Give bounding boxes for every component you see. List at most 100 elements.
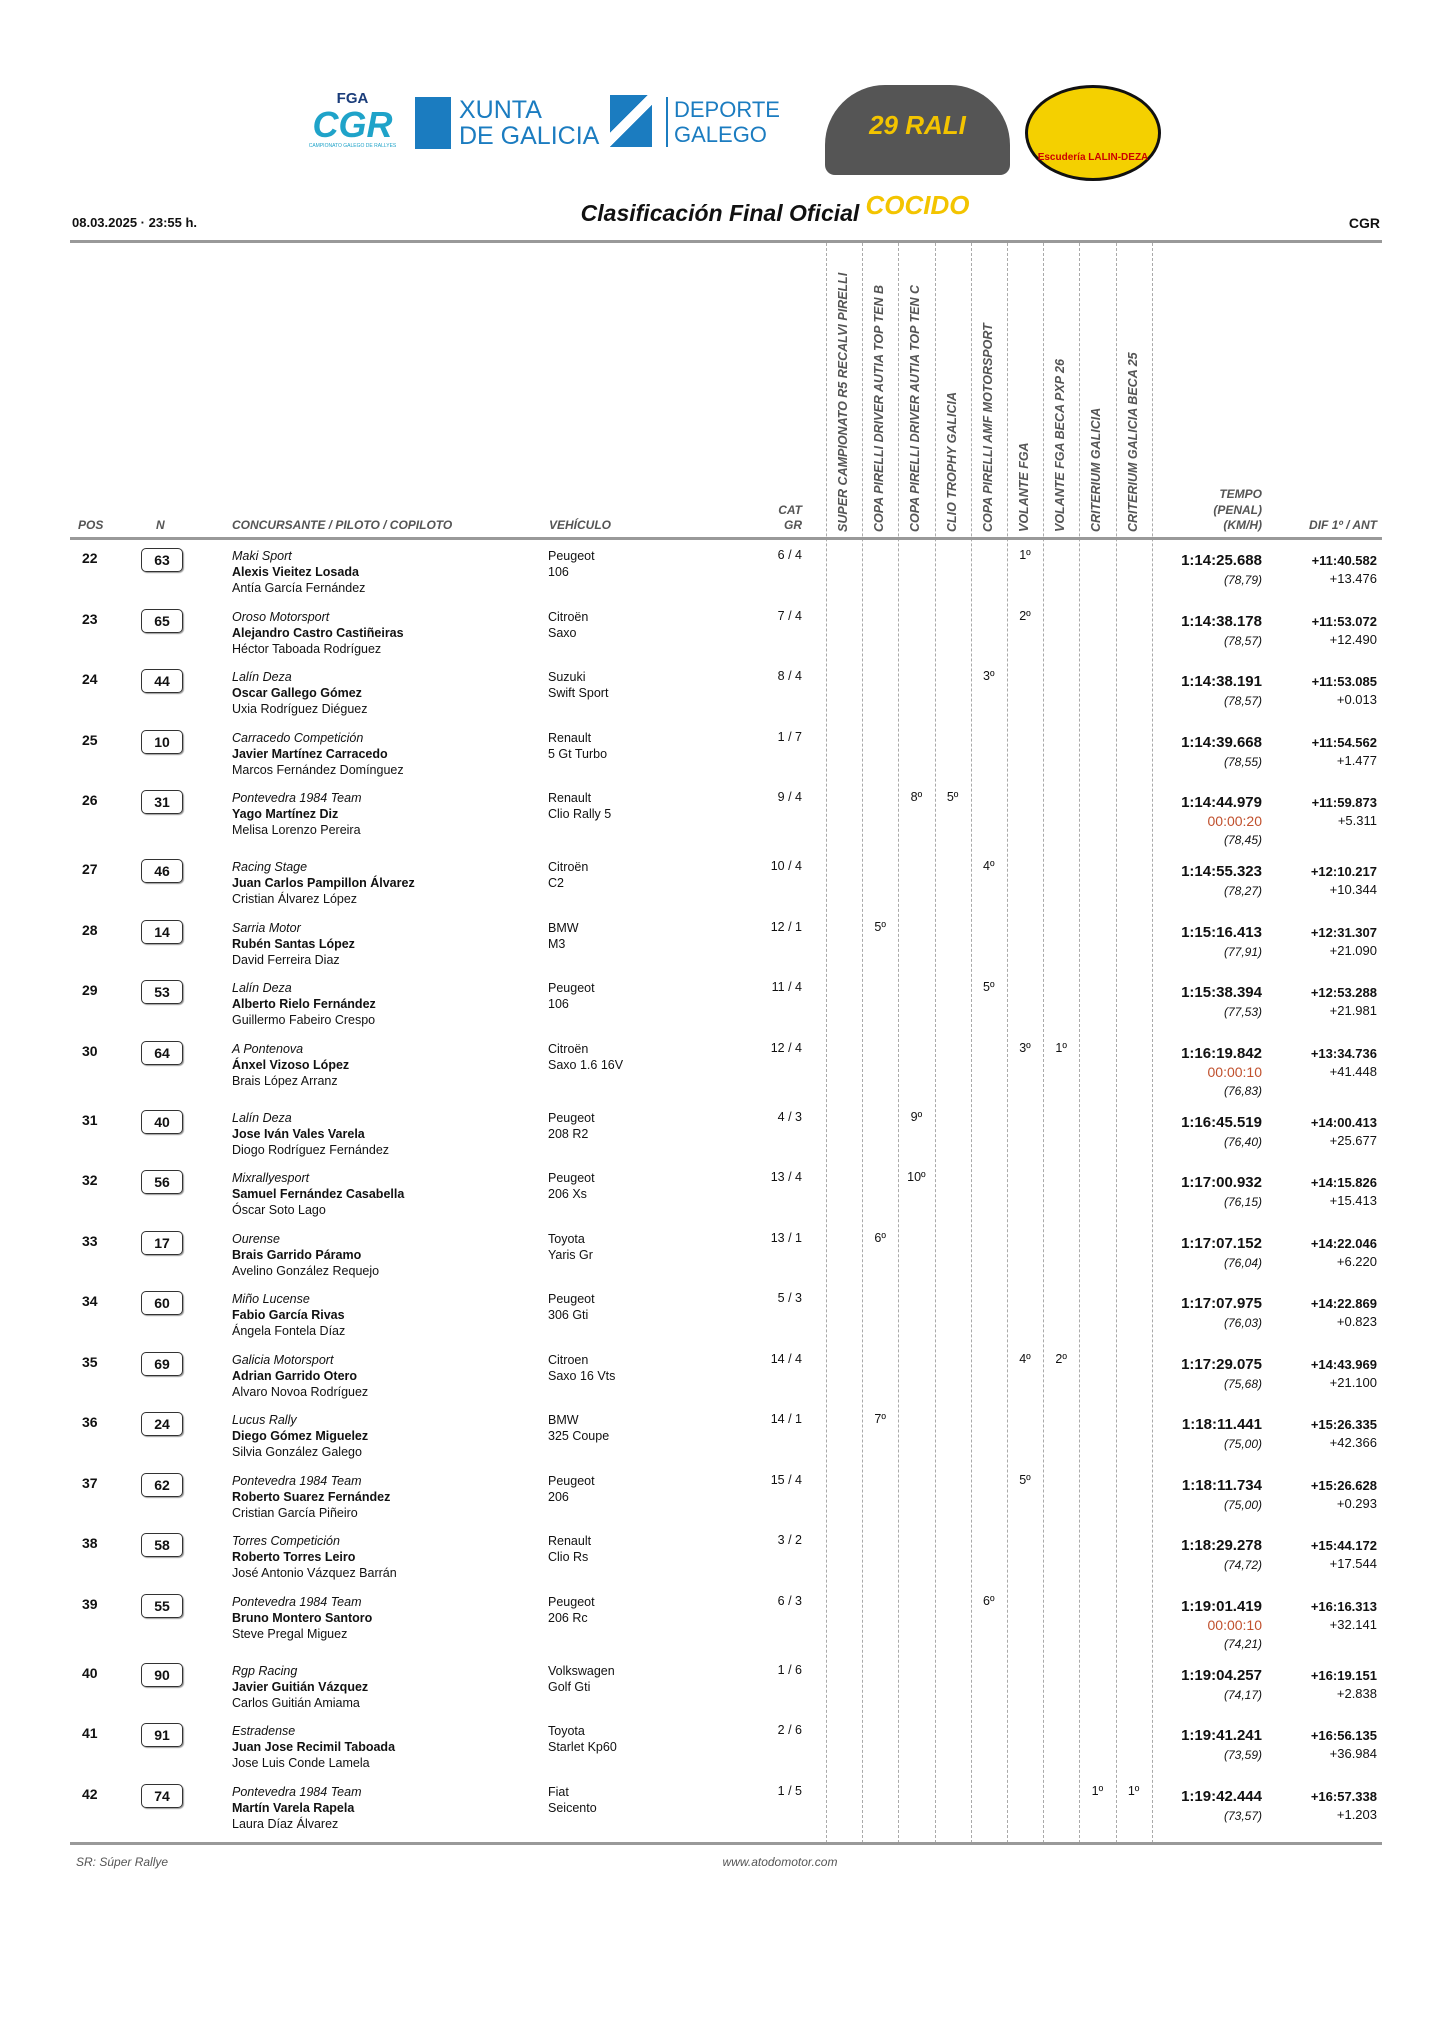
class-group: 3 / 2 xyxy=(777,1533,802,1547)
codriver-name: Laura Díaz Álvarez xyxy=(232,1816,339,1831)
gap-to-first: +16:57.338 xyxy=(1310,1788,1377,1804)
footer-site[interactable]: www.atodomotor.com xyxy=(722,1855,838,1869)
car-number-badge: 64 xyxy=(141,1040,183,1065)
col-cup-1: COPA PIRELLI DRIVER AUTIA TOP TEN B xyxy=(862,250,898,532)
class-group: 1 / 7 xyxy=(777,729,802,744)
average-speed: (77,53) xyxy=(1223,1005,1262,1019)
car-number-badge: 90 xyxy=(141,1662,183,1687)
cup-column-divider xyxy=(1151,243,1153,1843)
vehicle-model: Saxo xyxy=(548,625,577,640)
driver-name: Bruno Montero Santoro xyxy=(232,1610,373,1625)
position: 27 xyxy=(82,861,98,877)
total-time: 1:19:01.419 xyxy=(1181,1597,1262,1615)
cup-position: 8º xyxy=(910,790,923,804)
driver-name: Juan Carlos Pampillon Álvarez xyxy=(232,876,415,890)
col-gr: GR xyxy=(784,518,802,532)
cup-position: 2º xyxy=(1055,1351,1067,1366)
col-penal: (PENAL) xyxy=(1213,503,1262,517)
team-name: Lucus Rally xyxy=(232,1413,297,1427)
driver-name: Javier Guitián Vázquez xyxy=(232,1679,369,1694)
vehicle-make: Peugeot xyxy=(548,1473,595,1488)
total-time: 1:14:38.191 xyxy=(1181,673,1262,690)
vehicle-model: Clio Rs xyxy=(548,1550,589,1564)
total-time: 1:15:16.413 xyxy=(1181,923,1262,941)
position: 40 xyxy=(82,1664,98,1681)
cup-column-divider xyxy=(898,243,900,1843)
vehicle-model: 106 xyxy=(548,997,569,1011)
class-group: 6 / 3 xyxy=(777,1593,802,1608)
driver-name: Fabio García Rivas xyxy=(232,1308,345,1322)
xunta-logo-text: XUNTA DE GALICIA xyxy=(459,96,600,150)
driver-name: Adrian Garrido Otero xyxy=(232,1368,358,1383)
gap-to-first: +14:22.046 xyxy=(1310,1235,1377,1251)
class-group: 14 / 4 xyxy=(770,1351,802,1366)
position: 32 xyxy=(82,1172,98,1188)
total-time: 1:18:11.734 xyxy=(1181,1476,1262,1494)
team-name: Pontevedra 1984 Team xyxy=(232,1473,362,1488)
gap-to-first: +14:22.869 xyxy=(1310,1296,1377,1311)
average-speed: (75,00) xyxy=(1223,1437,1262,1451)
total-time: 1:19:42.444 xyxy=(1181,1787,1262,1805)
gap-to-previous: +32.141 xyxy=(1329,1616,1377,1632)
position: 34 xyxy=(82,1293,98,1309)
gap-to-first: +11:54.562 xyxy=(1311,734,1377,750)
cup-position: 10º xyxy=(907,1170,926,1184)
car-number-badge: 10 xyxy=(141,729,183,754)
team-name: A Pontenova xyxy=(232,1041,304,1056)
cup-position: 6º xyxy=(983,1593,995,1608)
driver-name: Roberto Suarez Fernández xyxy=(232,1489,391,1504)
position: 25 xyxy=(82,731,98,748)
gap-to-first: +12:31.307 xyxy=(1310,924,1377,940)
driver-name: Alexis Vieitez Losada xyxy=(232,565,359,579)
vehicle-model: C2 xyxy=(548,876,564,890)
team-name: Lalín Deza xyxy=(232,981,292,995)
total-time: 1:14:44.979 xyxy=(1181,794,1262,811)
gap-to-previous: +42.366 xyxy=(1329,1435,1377,1450)
cup-position: 4º xyxy=(983,859,995,873)
cup-position: 1º xyxy=(1055,1040,1067,1055)
cup-header-label: VOLANTE FGA BECA PXP 26 xyxy=(1053,359,1068,532)
cup-position: 3º xyxy=(1019,1040,1031,1055)
gap-to-first: +16:16.313 xyxy=(1310,1598,1377,1614)
class-group: 2 / 6 xyxy=(777,1723,802,1737)
cup-position: 5º xyxy=(983,980,995,994)
gap-to-first: +14:00.413 xyxy=(1310,1114,1377,1130)
position: 31 xyxy=(82,1111,98,1128)
gap-to-previous: +21.100 xyxy=(1329,1374,1377,1390)
cup-header-label: CRITERIUM GALICIA BECA 25 xyxy=(1125,352,1140,532)
vehicle-model: 206 xyxy=(548,1489,569,1504)
vehicle-model: Saxo 1.6 16V xyxy=(548,1057,624,1072)
total-time: 1:16:45.519 xyxy=(1181,1113,1262,1131)
team-name: Estradense xyxy=(232,1724,296,1738)
total-time: 1:15:38.394 xyxy=(1181,984,1262,1001)
vehicle-make: Peugeot xyxy=(548,1292,595,1306)
vehicle-make: Citroën xyxy=(548,609,589,624)
vehicle-make: Renault xyxy=(548,730,592,745)
driver-name: Yago Martínez Diz xyxy=(232,807,339,821)
team-name: Lalín Deza xyxy=(232,1110,292,1125)
col-cup-0: SUPER CAMPIONATO R5 RECALVI PIRELLI xyxy=(826,250,862,532)
average-speed: (78,45) xyxy=(1223,833,1262,847)
gap-to-first: +15:44.172 xyxy=(1310,1538,1377,1553)
col-entrant: CONCURSANTE / PILOTO / COPILOTO xyxy=(232,518,453,532)
col-kmh: (KM/H) xyxy=(1223,518,1262,532)
codriver-name: Alvaro Novoa Rodríguez xyxy=(232,1384,369,1399)
penalty-time: 00:00:10 xyxy=(1207,1616,1263,1633)
gap-to-previous: +5.311 xyxy=(1337,813,1377,828)
class-group: 13 / 4 xyxy=(770,1170,802,1184)
cup-column-divider xyxy=(862,243,864,1843)
position: 42 xyxy=(82,1785,98,1802)
team-name: Racing Stage xyxy=(232,860,308,874)
vehicle-make: BMW xyxy=(548,920,579,935)
codriver-name: Silvia González Galego xyxy=(232,1445,362,1459)
cup-header-label: COPA PIRELLI DRIVER AUTIA TOP TEN C xyxy=(908,284,923,532)
cup-position: 3º xyxy=(983,669,995,683)
vehicle-model: 325 Coupe xyxy=(548,1429,610,1443)
cgr-logo: FGA CGR CAMPIONATO GALEGO DE RALLYES xyxy=(300,90,405,160)
gap-to-first: +16:19.151 xyxy=(1310,1667,1377,1683)
cup-position: 6º xyxy=(874,1230,886,1245)
driver-name: Diego Gómez Miguelez xyxy=(232,1429,369,1443)
total-time: 1:17:00.932 xyxy=(1181,1174,1262,1191)
vehicle-model: 206 Rc xyxy=(548,1610,588,1625)
vehicle-model: Clio Rally 5 xyxy=(548,807,612,821)
